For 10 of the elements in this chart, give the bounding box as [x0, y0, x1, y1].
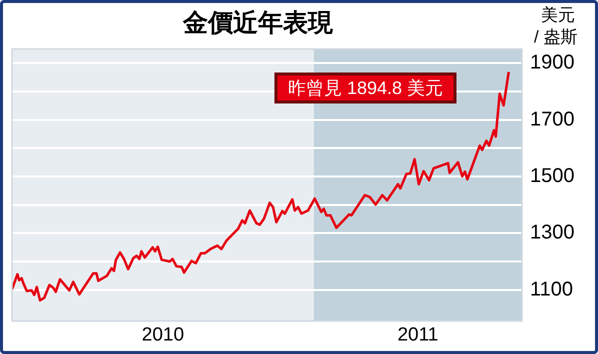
x-tick-label: 2011	[397, 324, 438, 346]
y-axis-title: 美元 / 盎斯	[534, 6, 578, 47]
y-tick-label: 1300	[530, 222, 574, 244]
y-tick-label: 1700	[530, 108, 574, 130]
y-tick-label: 1100	[530, 278, 574, 300]
chart-title: 金價近年表現	[182, 8, 334, 37]
y-tick-label: 1500	[530, 165, 574, 188]
y-tick-label: 1900	[530, 52, 574, 74]
annotation: 昨曾見 1894.8 美元	[288, 78, 444, 98]
x-tick-label: 2010	[142, 324, 184, 346]
